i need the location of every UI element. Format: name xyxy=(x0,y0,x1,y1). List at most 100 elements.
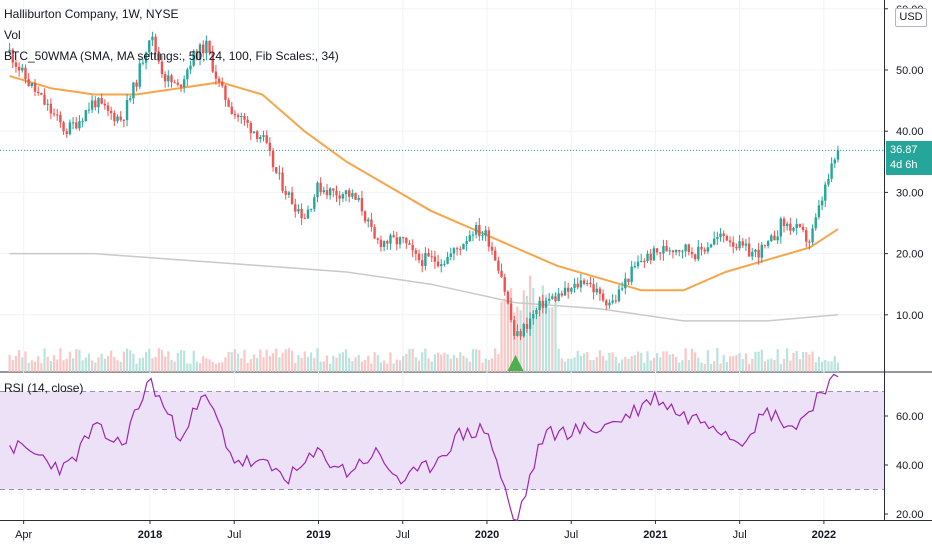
candle-body xyxy=(506,291,510,304)
candle-body xyxy=(652,248,656,261)
candle-body xyxy=(192,50,195,66)
x-tick-label: Apr xyxy=(15,529,32,541)
candle-body xyxy=(338,195,341,199)
volume-bar xyxy=(87,353,91,372)
volume-bar xyxy=(440,354,443,372)
candle-body xyxy=(643,260,646,262)
volume-bar xyxy=(611,352,614,372)
candle-body xyxy=(443,263,446,265)
candle-body xyxy=(252,131,256,134)
volume-bar xyxy=(186,363,189,372)
volume-bar xyxy=(792,352,795,372)
volume-bar xyxy=(763,361,767,372)
candle-body xyxy=(281,172,284,191)
volume-bar xyxy=(462,355,465,372)
volume-bar xyxy=(827,361,830,372)
candle-body xyxy=(465,241,468,244)
x-tick-label: 2022 xyxy=(812,529,836,541)
volume-bar xyxy=(262,357,265,372)
volume-bar xyxy=(757,351,760,372)
volume-bar xyxy=(303,351,306,372)
candle-body xyxy=(563,287,567,296)
x-tick-label: 2021 xyxy=(643,529,667,541)
candle-body xyxy=(275,167,278,173)
candle-body xyxy=(751,251,754,257)
candle-body xyxy=(230,106,233,114)
volume-bar xyxy=(503,298,506,372)
currency-badge[interactable]: USD xyxy=(895,8,927,27)
volume-bar xyxy=(659,357,662,372)
candle-body xyxy=(90,100,94,110)
candle-body xyxy=(287,192,291,195)
volume-bar xyxy=(468,361,471,372)
candle-body xyxy=(21,67,24,71)
volume-bar xyxy=(370,363,373,372)
volume-bar xyxy=(49,360,52,372)
volume-bar xyxy=(367,355,370,372)
volume-bar xyxy=(224,357,227,372)
volume-bar xyxy=(808,354,811,372)
volume-bar xyxy=(59,348,62,372)
candle-body xyxy=(309,208,313,210)
candle-body xyxy=(719,233,722,238)
candle-body xyxy=(129,98,132,101)
candle-body xyxy=(747,243,751,257)
candle-body xyxy=(468,235,472,242)
candle-body xyxy=(319,182,322,193)
volume-bar xyxy=(687,360,690,372)
candle-body xyxy=(830,163,833,179)
candle-body xyxy=(725,235,729,241)
candle-body xyxy=(462,243,465,250)
candle-body xyxy=(62,122,65,132)
candle-body xyxy=(757,249,760,258)
candle-body xyxy=(636,261,640,267)
candle-body xyxy=(611,300,614,303)
volume-bar xyxy=(271,353,275,372)
candle-body xyxy=(833,159,836,164)
volume-bar xyxy=(674,356,678,372)
volume-bar xyxy=(709,363,713,372)
volume-bar xyxy=(452,354,456,372)
volume-bar xyxy=(52,355,56,372)
candle-body xyxy=(68,122,72,135)
x-tick-label: Jul xyxy=(396,529,410,541)
candle-body xyxy=(392,235,395,238)
candle-body xyxy=(227,99,230,107)
volume-bar xyxy=(560,358,563,372)
candle-body xyxy=(589,283,592,285)
candle-body xyxy=(662,246,665,254)
volume-bar xyxy=(402,356,405,372)
volume-bar xyxy=(141,357,145,372)
volume-bar xyxy=(678,362,681,372)
candle-body xyxy=(49,103,53,114)
volume-bar xyxy=(722,354,725,372)
candle-body xyxy=(535,310,538,315)
volume-bar xyxy=(243,349,246,372)
volume-bar xyxy=(573,357,576,372)
y-tick-label: 20.00 xyxy=(896,249,924,261)
candle-body xyxy=(582,280,586,284)
volume-bar xyxy=(94,362,97,372)
candle-body xyxy=(179,84,183,88)
volume-bar xyxy=(487,360,490,372)
volume-bar xyxy=(386,363,389,372)
candle-body xyxy=(493,250,497,261)
candle-body xyxy=(773,235,776,241)
rsi-tick-label: 60.00 xyxy=(896,411,924,423)
volume-bar xyxy=(427,358,430,372)
candle-body xyxy=(262,135,265,137)
candle-body xyxy=(348,190,351,197)
volume-bar xyxy=(179,350,183,372)
candle-body xyxy=(376,238,379,240)
volume-bar xyxy=(392,363,395,372)
volume-bar xyxy=(211,361,214,372)
candle-body xyxy=(741,241,744,246)
volume-bar xyxy=(484,358,487,372)
candle-body xyxy=(221,81,224,86)
candle-body xyxy=(398,237,402,245)
candle-body xyxy=(728,240,732,243)
candle-body xyxy=(532,314,535,319)
volume-bar xyxy=(490,358,494,372)
volume-bar xyxy=(135,363,138,372)
